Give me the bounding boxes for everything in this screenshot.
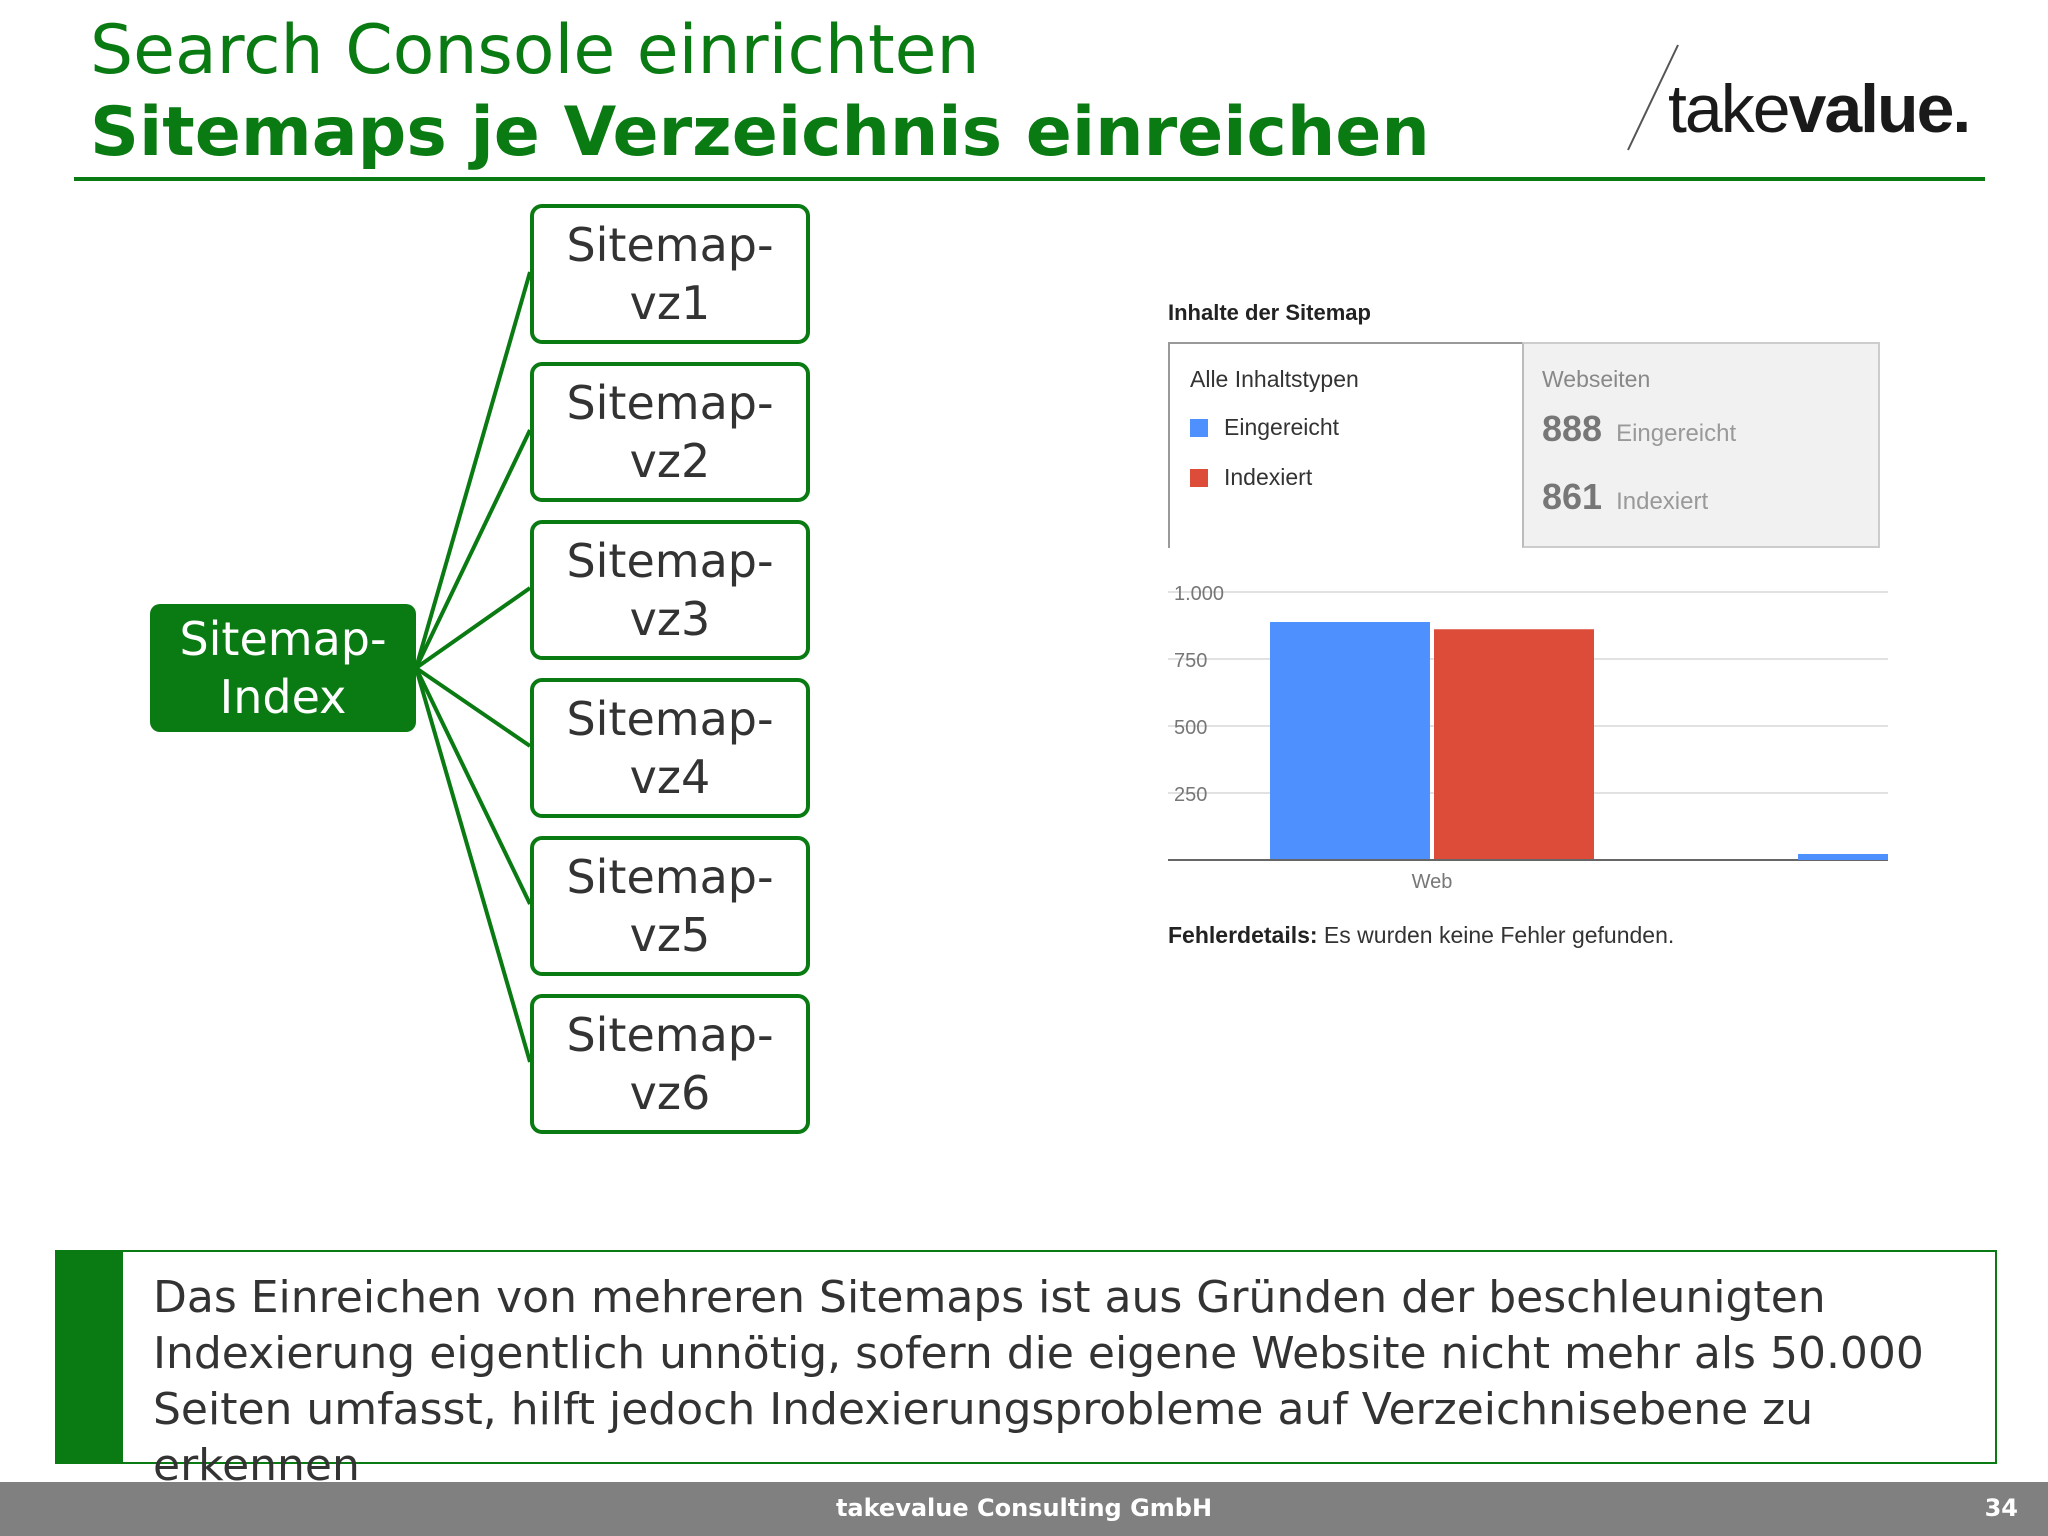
sitemap-node-vz6: Sitemap- vz6 [530,994,810,1134]
legend-heading: Alle Inhaltstypen [1190,366,1359,392]
submitted-count: 888 [1542,408,1603,449]
node-label-line1: Sitemap- [566,1008,774,1062]
legend-item-indexed: Indexiert [1190,464,1312,491]
error-details-label: Fehlerdetails: [1168,922,1318,948]
stats-row-indexed: 861 Indexiert [1542,476,1708,518]
footer-company: takevalue Consulting GmbH [835,1494,1213,1522]
note-accent-bar [57,1252,123,1462]
red-swatch-icon [1190,468,1208,487]
indexed-label: Indexiert [1616,488,1709,515]
page-number: 34 [1984,1494,2018,1522]
logo-wordmark-part1: take [1668,71,1791,147]
slide-subtitle: Sitemaps je Verzeichnis einreichen [90,93,1430,172]
takevalue-logo: takevalue. [1620,40,1971,155]
scroll-indicator [1798,854,1888,860]
y-tick-label: 250 [1174,784,1207,806]
sitemap-node-vz1: Sitemap- vz1 [530,204,810,344]
node-label-line2: vz6 [629,1066,711,1120]
stats-heading: Webseiten [1542,366,1651,392]
logo-wordmark-part2: value. [1788,71,1972,147]
slide-footer: takevalue Consulting GmbH 34 [0,1482,2048,1536]
error-details-text: Es wurden keine Fehler gefunden. [1317,922,1675,948]
node-label-line2: vz1 [629,276,711,330]
note-text: Das Einreichen von mehreren Sitemaps ist… [153,1272,1924,1491]
webpages-stats-panel: Webseiten 888 Eingereicht 861 Indexiert [1522,342,1880,548]
error-details: Fehlerdetails: Es wurden keine Fehler ge… [1168,922,1674,949]
blue-swatch-icon [1190,418,1208,437]
sitemap-node-vz4: Sitemap- vz4 [530,678,810,818]
node-label-line1: Sitemap- [566,376,774,430]
node-label-line1: Sitemap- [179,612,387,666]
y-tick-label: 500 [1174,717,1207,739]
node-label-line1: Sitemap- [566,850,774,904]
sitemap-node-vz2: Sitemap- vz2 [530,362,810,502]
bar-indexiert [1434,629,1594,860]
legend-label: Eingereicht [1224,414,1340,440]
sitemap-bar-chart: 250 500 750 1.000 Web [1168,583,1888,890]
legend-item-submitted: Eingereicht [1190,414,1339,441]
title-divider [74,177,1985,181]
slide-title: Search Console einrichten [90,11,980,90]
connector-lines [414,271,532,1063]
sitemap-node-vz5: Sitemap- vz5 [530,836,810,976]
y-tick-label: 1.000 [1174,583,1224,605]
node-label-line2: vz5 [629,908,711,962]
sitemap-tree-diagram: Sitemap- Index Sitemap- vz1 Sitemap- vz2… [0,190,860,1150]
node-label-line1: Sitemap- [566,534,774,588]
info-note-box: Das Einreichen von mehreren Sitemaps ist… [55,1250,1997,1491]
stats-row-submitted: 888 Eingereicht [1542,408,1736,450]
content-type-legend: Alle Inhaltstypen Eingereicht Indexiert [1168,342,1522,548]
node-label-line1: Sitemap- [566,218,774,272]
submitted-label: Eingereicht [1616,420,1737,447]
sitemap-index-node: Sitemap- Index [150,604,416,732]
y-tick-label: 750 [1174,650,1207,672]
legend-label: Indexiert [1224,464,1313,490]
sitemap-node-vz3: Sitemap- vz3 [530,520,810,660]
node-label-line2: vz3 [629,592,711,646]
logo-slash-icon [1627,44,1679,151]
indexed-count: 861 [1542,476,1603,517]
node-label-line2: Index [219,670,347,724]
node-label-line1: Sitemap- [566,692,774,746]
x-tick-label: Web [1412,871,1453,890]
sitemap-contents-title: Inhalte der Sitemap [1168,300,1371,325]
bar-eingereicht [1270,622,1430,860]
node-label-line2: vz4 [629,750,711,804]
logo-wordmark: takevalue. [1668,70,1972,148]
node-label-line2: vz2 [629,434,711,488]
search-console-screenshot: Inhalte der Sitemap Alle Inhaltstypen Ei… [1150,200,1990,980]
